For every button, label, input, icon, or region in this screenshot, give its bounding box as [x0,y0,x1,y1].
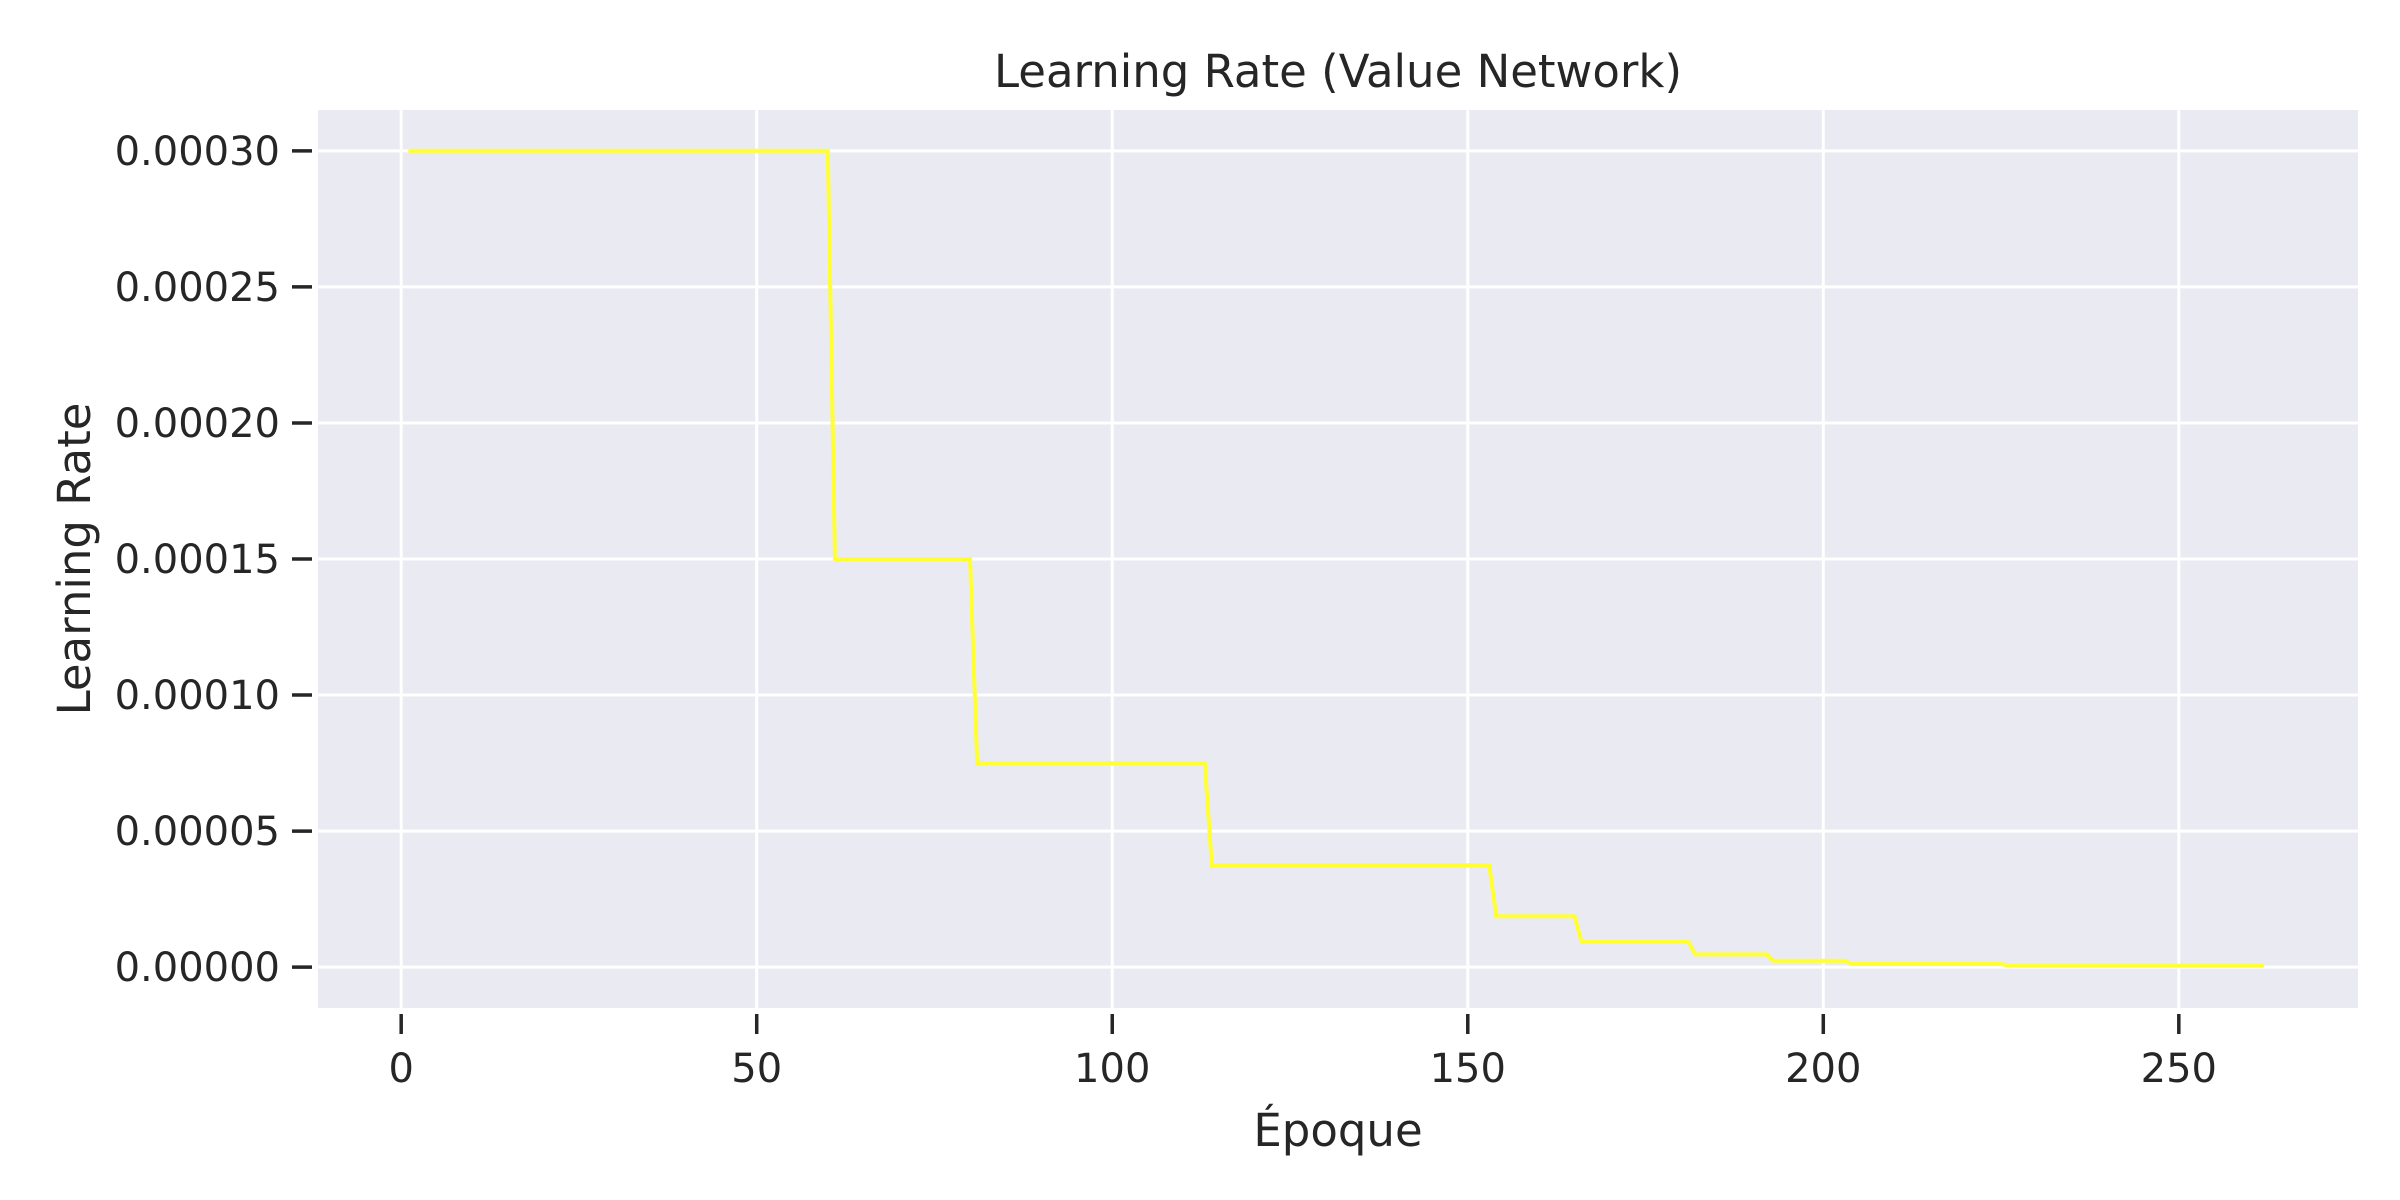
series-line [408,148,2265,968]
y-axis-ticks: 0.00000 0.00005 0.00010 0.00015 0.00020 0.000… [115,129,312,991]
x-tick-label: 150 [1430,1046,1506,1092]
x-tick-label: 0 [388,1046,413,1092]
x-axis-ticks: 0 50 100 150 200 250 [388,1014,2217,1092]
y-tick-label: 0.00015 [115,537,280,583]
y-tick-label: 0.00030 [115,129,280,175]
x-tick-label: 50 [731,1046,782,1092]
x-tick-label: 200 [1785,1046,1861,1092]
x-tick-label: 100 [1074,1046,1150,1092]
y-tick-label: 0.00000 [115,945,280,991]
chart-title: Learning Rate (Value Network) [994,45,1682,98]
y-tick-label: 0.00025 [115,265,280,311]
y-tick-label: 0.00010 [115,673,280,719]
x-tick-label: 250 [2141,1046,2217,1092]
series-layer [408,148,2265,968]
y-axis-label: Learning Rate [48,403,101,716]
y-tick-label: 0.00005 [115,809,280,855]
x-axis-label: Époque [1253,1104,1422,1157]
y-tick-label: 0.00020 [115,401,280,447]
